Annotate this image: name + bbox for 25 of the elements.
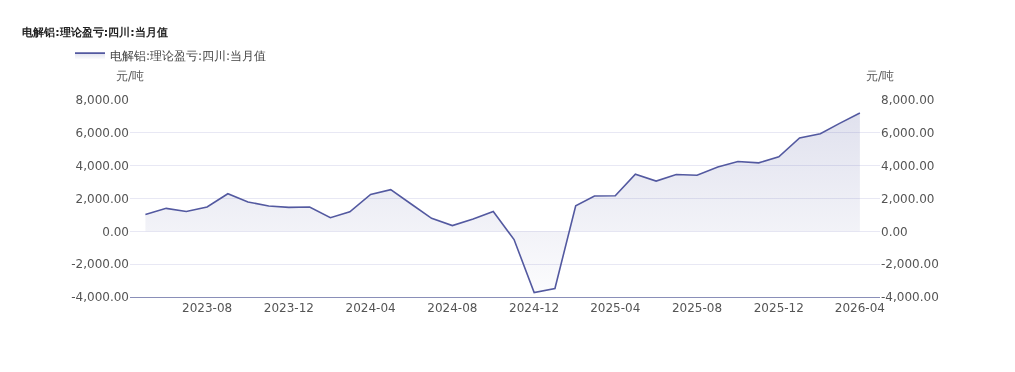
chart-title: 电解铝:理论盈亏:四川:当月值 <box>22 25 168 39</box>
x-tick-label: 2024-08 <box>427 301 478 316</box>
y2-tick-label: 4,000.00 <box>881 158 935 173</box>
y-tick-label: 2,000.00 <box>75 191 129 206</box>
y-tick-label: -4,000.00 <box>71 290 129 305</box>
x-tick-label: 2025-08 <box>671 301 723 316</box>
y-tick-label: -2,000.00 <box>71 257 129 272</box>
legend-label: 电解铝:理论盈亏:四川:当月值 <box>110 48 267 63</box>
y2-axis-title: 元/吨 <box>866 69 895 83</box>
y-tick-label: 6,000.00 <box>75 126 129 141</box>
y-tick-label: 4,000.00 <box>75 158 129 173</box>
y2-tick-label: 2,000.00 <box>881 191 935 206</box>
y2-tick-label: 6,000.00 <box>881 126 935 141</box>
y-tick-label: 8,000.00 <box>75 93 129 108</box>
x-tick-label: 2024-04 <box>345 301 396 316</box>
x-tick-label: 2023-08 <box>182 301 233 316</box>
x-tick-label: 2025-12 <box>753 301 804 316</box>
y2-tick-label: 0.00 <box>881 224 908 239</box>
y2-tick-label: -2,000.00 <box>881 257 939 272</box>
y2-tick-label: 8,000.00 <box>881 93 935 108</box>
x-tick-label: 2024-12 <box>509 301 560 316</box>
y-axis-title: 元/吨 <box>116 69 145 83</box>
y-tick-label: 0.00 <box>102 224 129 239</box>
x-tick-label: 2025-04 <box>590 301 641 316</box>
x-tick-label: 2023-12 <box>263 301 314 316</box>
